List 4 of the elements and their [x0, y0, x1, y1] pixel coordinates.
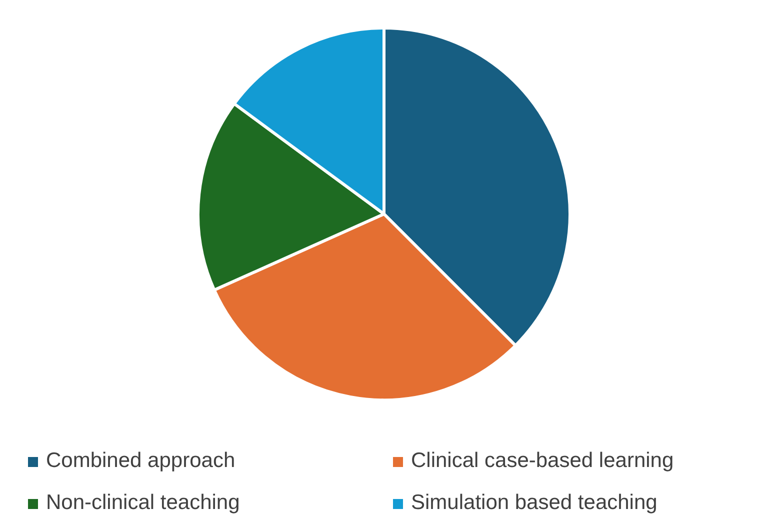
legend-label: Clinical case-based learning — [411, 449, 674, 472]
legend-label: Combined approach — [46, 449, 236, 472]
legend-label: Non-clinical teaching — [46, 491, 240, 514]
legend-label: Simulation based teaching — [411, 491, 658, 514]
